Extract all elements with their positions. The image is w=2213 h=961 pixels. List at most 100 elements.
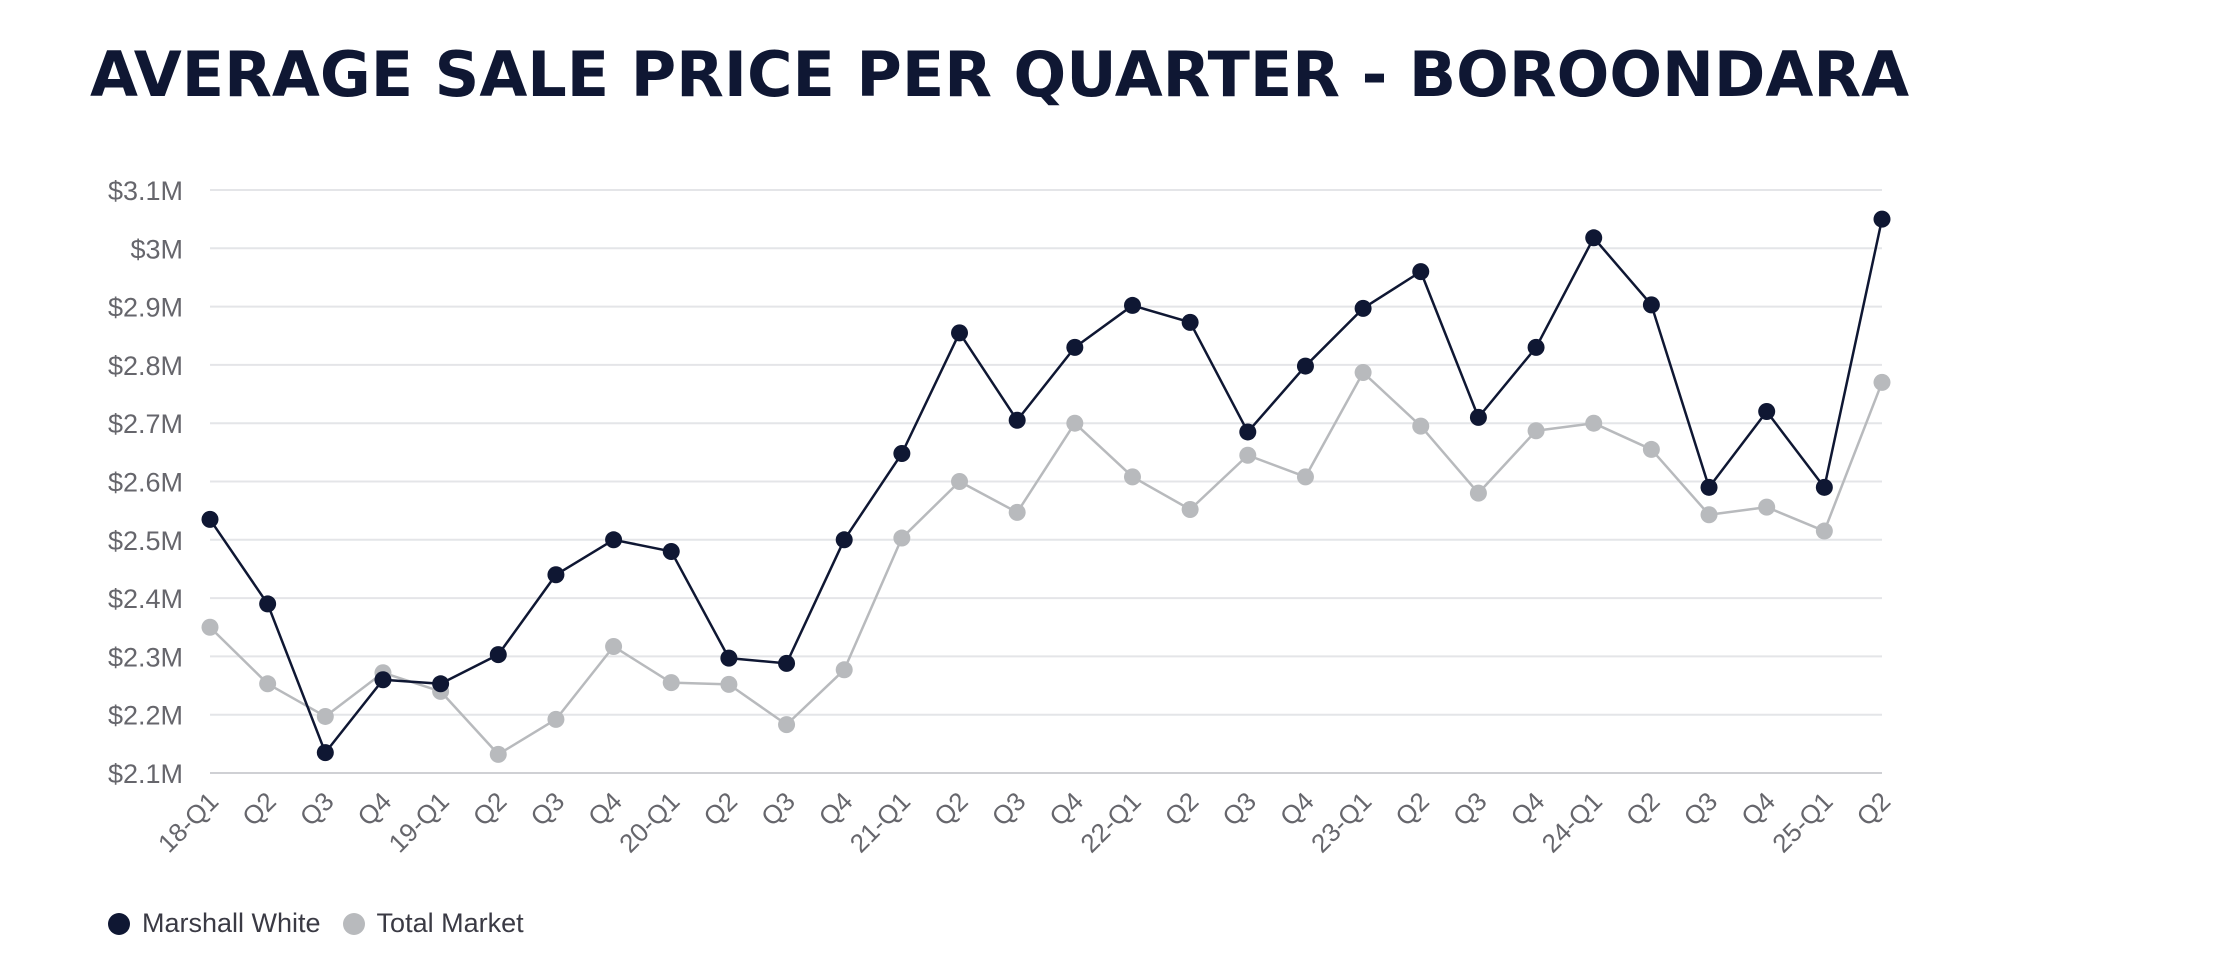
data-point-marshall-white[interactable] <box>893 445 911 463</box>
data-point-total-market[interactable] <box>1123 468 1141 486</box>
x-tick-label: 18-Q1 <box>152 786 224 858</box>
data-point-marshall-white[interactable] <box>1700 478 1718 496</box>
data-point-marshall-white[interactable] <box>1296 357 1314 375</box>
x-tick-label: 25-Q1 <box>1766 786 1838 858</box>
data-point-marshall-white[interactable] <box>605 531 623 549</box>
data-point-marshall-white[interactable] <box>489 646 507 664</box>
data-point-marshall-white[interactable] <box>835 531 853 549</box>
data-point-total-market[interactable] <box>1873 373 1891 391</box>
data-point-total-market[interactable] <box>1412 417 1430 435</box>
legend-label-total-market: Total Market <box>376 908 524 938</box>
data-point-marshall-white[interactable] <box>259 595 277 613</box>
x-tick-label: Q3 <box>1216 786 1262 832</box>
x-tick-label: Q2 <box>1851 786 1897 832</box>
x-tick-label: Q2 <box>236 786 282 832</box>
data-point-total-market[interactable] <box>1642 440 1660 458</box>
data-point-total-market[interactable] <box>1296 468 1314 486</box>
x-tick-label: Q4 <box>1505 786 1551 832</box>
series-lines <box>208 218 1884 756</box>
data-point-marshall-white[interactable] <box>1642 296 1660 314</box>
data-point-total-market[interactable] <box>1354 363 1372 381</box>
x-tick-label: 21-Q1 <box>844 786 916 858</box>
data-point-marshall-white[interactable] <box>662 542 680 560</box>
x-tick-label: Q2 <box>1159 786 1205 832</box>
x-tick-label: Q4 <box>1043 786 1089 832</box>
legend-item-total-market[interactable]: Total Market <box>342 908 524 939</box>
data-point-marshall-white[interactable] <box>1873 210 1891 228</box>
data-point-total-market[interactable] <box>951 473 969 490</box>
data-point-total-market[interactable] <box>201 618 219 636</box>
y-tick-label: $2.1M <box>108 759 183 789</box>
data-point-total-market[interactable] <box>1469 484 1487 502</box>
data-point-total-market[interactable] <box>605 637 623 655</box>
data-point-marshall-white[interactable] <box>1527 338 1545 356</box>
legend-swatch-total-market <box>342 912 365 935</box>
x-tick-label: Q3 <box>294 786 340 832</box>
data-point-marshall-white[interactable] <box>1815 478 1833 496</box>
data-point-marshall-white[interactable] <box>1066 338 1084 356</box>
y-axis: $3.1M $3M $2.9M $2.8M $2.7M $2.6M $2.5M $2.4M $2… <box>108 176 183 789</box>
x-tick-label: Q2 <box>1389 786 1435 832</box>
data-point-total-market[interactable] <box>1527 422 1545 440</box>
legend: Marshall White Total Market <box>108 908 546 939</box>
data-point-total-market[interactable] <box>1181 500 1199 518</box>
data-point-total-market[interactable] <box>1585 414 1603 432</box>
data-point-marshall-white[interactable] <box>547 566 565 584</box>
y-tick-label: $2.3M <box>108 642 183 672</box>
y-tick-label: $2.5M <box>108 526 183 556</box>
data-point-marshall-white[interactable] <box>374 671 392 689</box>
x-tick-label: 23-Q1 <box>1305 786 1377 858</box>
x-tick-label: Q2 <box>928 786 974 832</box>
data-point-total-market[interactable] <box>489 745 507 763</box>
data-point-marshall-white[interactable] <box>1123 296 1141 314</box>
data-point-marshall-white[interactable] <box>1008 411 1026 429</box>
x-tick-label: Q2 <box>1620 786 1666 832</box>
data-point-marshall-white[interactable] <box>432 675 450 693</box>
y-tick-label: $3M <box>130 234 183 264</box>
x-tick-label: Q4 <box>1735 786 1781 832</box>
data-point-marshall-white[interactable] <box>778 654 796 672</box>
data-point-total-market[interactable] <box>720 675 738 693</box>
data-point-marshall-white[interactable] <box>1181 313 1199 331</box>
x-tick-label: Q2 <box>467 786 513 832</box>
x-tick-label: Q4 <box>1274 786 1320 832</box>
data-point-total-market[interactable] <box>778 716 796 734</box>
data-point-marshall-white[interactable] <box>201 510 219 528</box>
chart-title: AVERAGE SALE PRICE PER QUARTER - BOROOND… <box>90 38 1910 111</box>
data-point-total-market[interactable] <box>662 674 680 692</box>
data-point-marshall-white[interactable] <box>720 649 738 667</box>
data-point-marshall-white[interactable] <box>1412 263 1430 281</box>
data-point-total-market[interactable] <box>1239 446 1257 464</box>
x-tick-label: Q3 <box>524 786 570 832</box>
x-tick-label: Q4 <box>351 786 397 832</box>
data-point-total-market[interactable] <box>259 675 277 693</box>
line-chart: $3.1M $3M $2.9M $2.8M $2.7M $2.6M $2.5M $2.4M $2… <box>108 176 1897 858</box>
x-tick-label: Q4 <box>813 786 859 832</box>
data-point-total-market[interactable] <box>316 707 334 725</box>
series-points <box>201 210 1891 763</box>
y-tick-label: $2.6M <box>108 468 183 498</box>
data-point-total-market[interactable] <box>1815 522 1833 540</box>
legend-swatch-marshall-white <box>108 912 130 935</box>
y-tick-label: $2.8M <box>108 351 183 381</box>
data-point-marshall-white[interactable] <box>1469 408 1487 426</box>
data-point-total-market[interactable] <box>893 529 911 547</box>
data-point-total-market[interactable] <box>835 661 853 679</box>
data-point-marshall-white[interactable] <box>1239 423 1257 441</box>
legend-item-marshall-white[interactable]: Marshall White <box>108 908 321 939</box>
x-tick-label: Q2 <box>697 786 743 832</box>
data-point-marshall-white[interactable] <box>316 744 334 762</box>
series-line-marshall-white <box>208 218 1884 754</box>
data-point-total-market[interactable] <box>1758 498 1776 516</box>
y-tick-label: $2.2M <box>108 701 183 731</box>
data-point-marshall-white[interactable] <box>1758 403 1776 421</box>
data-point-total-market[interactable] <box>1700 506 1718 524</box>
x-tick-label: Q3 <box>755 786 801 832</box>
data-point-marshall-white[interactable] <box>1354 299 1372 317</box>
y-tick-label: $2.7M <box>108 409 183 439</box>
data-point-marshall-white[interactable] <box>951 324 969 342</box>
data-point-marshall-white[interactable] <box>1585 229 1603 247</box>
data-point-total-market[interactable] <box>1066 414 1084 432</box>
data-point-total-market[interactable] <box>1008 503 1026 521</box>
data-point-total-market[interactable] <box>547 710 565 728</box>
